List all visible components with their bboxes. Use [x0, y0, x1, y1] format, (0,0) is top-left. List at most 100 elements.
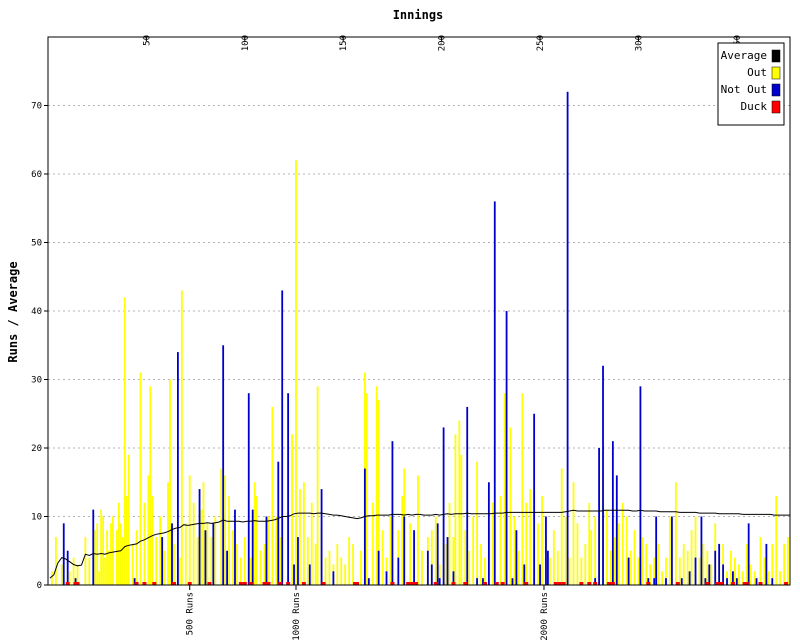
out-bar — [279, 537, 282, 585]
out-bar — [123, 297, 126, 585]
not-out-bar — [735, 578, 738, 585]
out-bar — [76, 564, 79, 585]
out-bar — [348, 537, 351, 585]
duck-marker — [207, 582, 212, 585]
out-bar — [476, 461, 478, 585]
out-bar — [263, 543, 266, 585]
duck-marker — [587, 582, 592, 585]
out-bar — [771, 543, 774, 585]
duck-marker — [784, 582, 789, 585]
out-bar — [674, 482, 677, 585]
out-bar — [438, 564, 441, 585]
not-out-bar — [639, 386, 642, 585]
out-bar — [537, 523, 539, 585]
x-tick-label: 50 — [142, 35, 152, 46]
out-bar — [143, 502, 146, 585]
not-out-bar — [700, 516, 703, 585]
duck-marker — [606, 582, 611, 585]
duck-marker — [579, 582, 584, 585]
out-bar — [236, 543, 238, 585]
out-bar — [576, 523, 579, 585]
out-bar — [665, 557, 667, 585]
out-bar — [657, 543, 660, 585]
out-bar — [521, 393, 524, 585]
out-bar — [513, 516, 516, 585]
out-bar — [686, 550, 689, 585]
out-bar — [117, 502, 120, 585]
out-bar — [310, 502, 313, 585]
out-bar — [529, 489, 532, 585]
out-bar — [509, 427, 512, 585]
duck-marker — [410, 582, 415, 585]
out-bar — [360, 550, 362, 585]
not-out-bar — [367, 578, 370, 585]
out-bar — [371, 502, 374, 585]
duck-marker — [301, 582, 306, 585]
out-bar — [253, 482, 256, 585]
out-bar — [606, 509, 608, 585]
out-bar — [645, 543, 648, 585]
out-bar — [783, 543, 785, 585]
out-bar — [316, 386, 319, 585]
out-bar — [102, 516, 105, 585]
out-bar — [202, 482, 205, 585]
not-out-bar — [363, 468, 366, 585]
out-bar — [444, 543, 447, 585]
out-bar — [389, 516, 392, 585]
out-bar — [110, 523, 112, 585]
out-bar — [98, 571, 101, 585]
out-bar — [180, 290, 183, 585]
out-bar — [572, 482, 575, 585]
out-bar — [324, 557, 327, 585]
out-bar — [434, 516, 437, 585]
duck-marker — [593, 582, 598, 585]
out-bar — [480, 543, 482, 585]
not-out-bar — [198, 489, 201, 585]
y-tick-label: 10 — [31, 513, 42, 523]
out-bar — [556, 550, 559, 585]
out-bar — [314, 543, 317, 585]
out-bar — [678, 557, 681, 585]
out-bar — [51, 571, 53, 585]
duck-marker — [414, 582, 419, 585]
not-out-bar — [430, 564, 433, 585]
not-out-bar — [92, 509, 95, 585]
out-bar — [192, 502, 195, 585]
out-bar — [220, 468, 223, 585]
duck-marker — [278, 582, 283, 585]
out-bar — [617, 523, 620, 585]
not-out-bar — [665, 578, 667, 585]
out-bar — [243, 537, 246, 585]
bar-layer — [51, 91, 789, 586]
out-bar — [112, 516, 114, 585]
out-bar — [564, 516, 567, 585]
out-bar — [641, 537, 644, 585]
out-bar — [737, 564, 740, 585]
x-axis-title: Innings — [393, 8, 444, 22]
not-out-bar — [133, 578, 136, 585]
out-bar — [108, 550, 110, 585]
x-tick-label: 150 — [339, 35, 349, 51]
y-tick-label: 20 — [31, 444, 42, 454]
x-tick-label: 100 — [241, 35, 251, 51]
out-bar — [484, 557, 486, 585]
duck-marker — [355, 582, 360, 585]
duck-marker — [561, 582, 566, 585]
out-bar — [779, 571, 782, 585]
out-bar — [151, 495, 154, 585]
grid-layer — [48, 105, 790, 517]
out-bar — [448, 502, 451, 585]
out-bar — [560, 468, 563, 585]
out-bar — [239, 557, 242, 585]
not-out-bar — [436, 523, 439, 585]
out-bar — [503, 393, 506, 585]
out-bar — [745, 543, 748, 585]
out-bar — [119, 523, 122, 585]
out-bar — [381, 530, 384, 585]
legend-label: Out — [747, 66, 767, 79]
y-tick-label: 0 — [37, 581, 42, 591]
not-out-bar — [385, 571, 388, 585]
out-bar — [377, 400, 380, 585]
duck-marker — [730, 582, 735, 585]
out-bar — [255, 495, 258, 585]
